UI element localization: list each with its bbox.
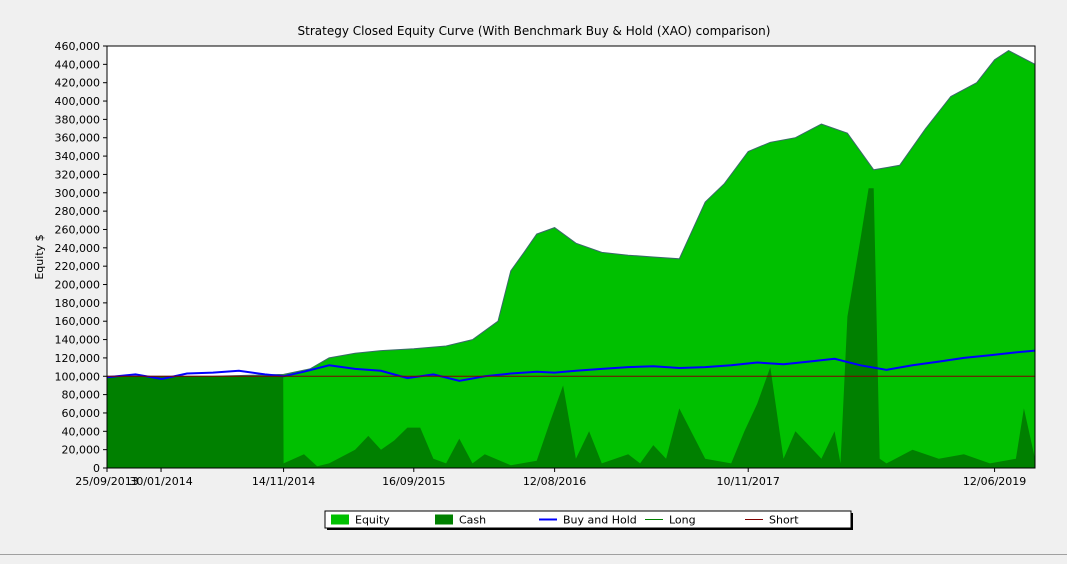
y-tick-label: 320,000: [55, 168, 101, 181]
y-tick-label: 440,000: [55, 58, 101, 71]
y-tick-label: 100,000: [55, 370, 101, 383]
chart-title: Strategy Closed Equity Curve (With Bench…: [298, 24, 771, 38]
y-tick-label: 140,000: [55, 334, 101, 347]
series-equity-area: [106, 50, 1036, 469]
legend-label-equity: Equity: [355, 514, 390, 527]
legend-label-short: Short: [769, 514, 799, 527]
y-tick-label: 80,000: [62, 389, 101, 402]
y-tick-label: 20,000: [62, 444, 101, 457]
legend-label-cash: Cash: [459, 514, 486, 527]
y-tick-label: 0: [93, 462, 100, 475]
y-tick-label: 220,000: [55, 260, 101, 273]
legend: Equity Cash Buy and Hold Long Short: [324, 510, 853, 530]
x-tick-label: 16/09/2015: [382, 475, 445, 488]
x-tick-label: 30/01/2014: [129, 475, 192, 488]
y-tick-label: 460,000: [55, 40, 101, 53]
y-tick-label: 120,000: [55, 352, 101, 365]
y-tick-label: 280,000: [55, 205, 101, 218]
x-tick-label: 10/11/2017: [717, 475, 780, 488]
y-tick-label: 60,000: [62, 407, 101, 420]
legend-swatch-equity: [331, 514, 349, 525]
series-buy-and-hold-line: [106, 349, 1036, 382]
y-tick-label: 300,000: [55, 187, 101, 200]
y-tick-label: 260,000: [55, 223, 101, 236]
y-tick-label: 340,000: [55, 150, 101, 163]
plot-border: [106, 45, 1036, 469]
legend-swatch-cash: [435, 514, 453, 525]
x-tick-label: 12/08/2016: [523, 475, 586, 488]
y-tick-label: 40,000: [62, 425, 101, 438]
x-tick-label: 25/09/2013: [75, 475, 138, 488]
legend-label-long: Long: [669, 514, 696, 527]
y-tick-label: 420,000: [55, 77, 101, 90]
y-tick-label: 240,000: [55, 242, 101, 255]
series-cash-area: [107, 188, 1035, 468]
y-tick-label: 200,000: [55, 279, 101, 292]
y-tick-label: 400,000: [55, 95, 101, 108]
bottom-divider: [0, 554, 1067, 555]
y-tick-label: 360,000: [55, 132, 101, 145]
y-axis-label: Equity $: [33, 234, 46, 279]
x-tick-label: 12/06/2019: [963, 475, 1026, 488]
y-tick-label: 380,000: [55, 113, 101, 126]
x-tick-label: 14/11/2014: [252, 475, 315, 488]
y-tick-label: 160,000: [55, 315, 101, 328]
legend-label-buy-and-hold: Buy and Hold: [563, 514, 637, 527]
legend-box: [324, 510, 852, 529]
y-tick-label: 180,000: [55, 297, 101, 310]
